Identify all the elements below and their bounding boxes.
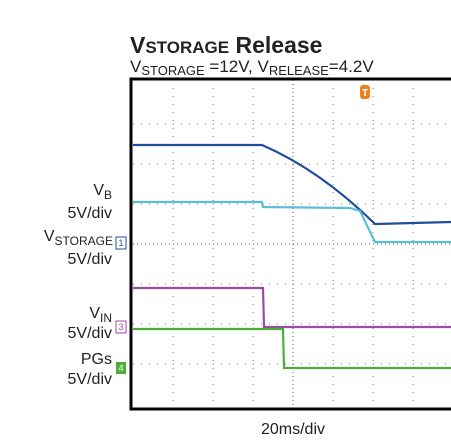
channel-scale: 5V/div [68,205,112,222]
channel-scale: 5V/div [68,251,112,268]
subtitle: VSTORAGE =12V, VRELEASE=4.2V [130,57,374,78]
title: VSTORAGE Release [130,32,322,58]
channel-name: PGs [81,351,112,368]
channel-name: VIN [89,305,112,325]
marker-label: 4 [118,363,123,373]
screen-border [129,77,451,411]
trace-vin [133,286,451,329]
channel-scale: 5V/div [68,371,112,388]
marker-label: 3 [118,322,123,332]
trace-vstorage [133,200,451,244]
marker-label: 1 [118,238,123,248]
trace-vb [133,143,451,226]
channel-name: VB [93,182,112,202]
channel-labels: VB 5V/div VSTORAGE 5V/div VIN 5V/div PGs… [44,182,113,388]
grid [133,80,451,408]
channel-markers: 1 3 4 [115,236,127,374]
scope-screen: T [129,77,451,411]
marker-box [116,362,126,374]
trigger-marker [360,85,370,99]
channel-name: VSTORAGE [44,228,113,248]
channel-scale: 5V/div [68,325,112,342]
trigger-label: T [362,88,368,99]
timebase: 20ms/div [261,421,325,438]
trace-pgs [133,327,451,370]
marker-box [115,320,127,334]
marker-box [115,236,127,250]
